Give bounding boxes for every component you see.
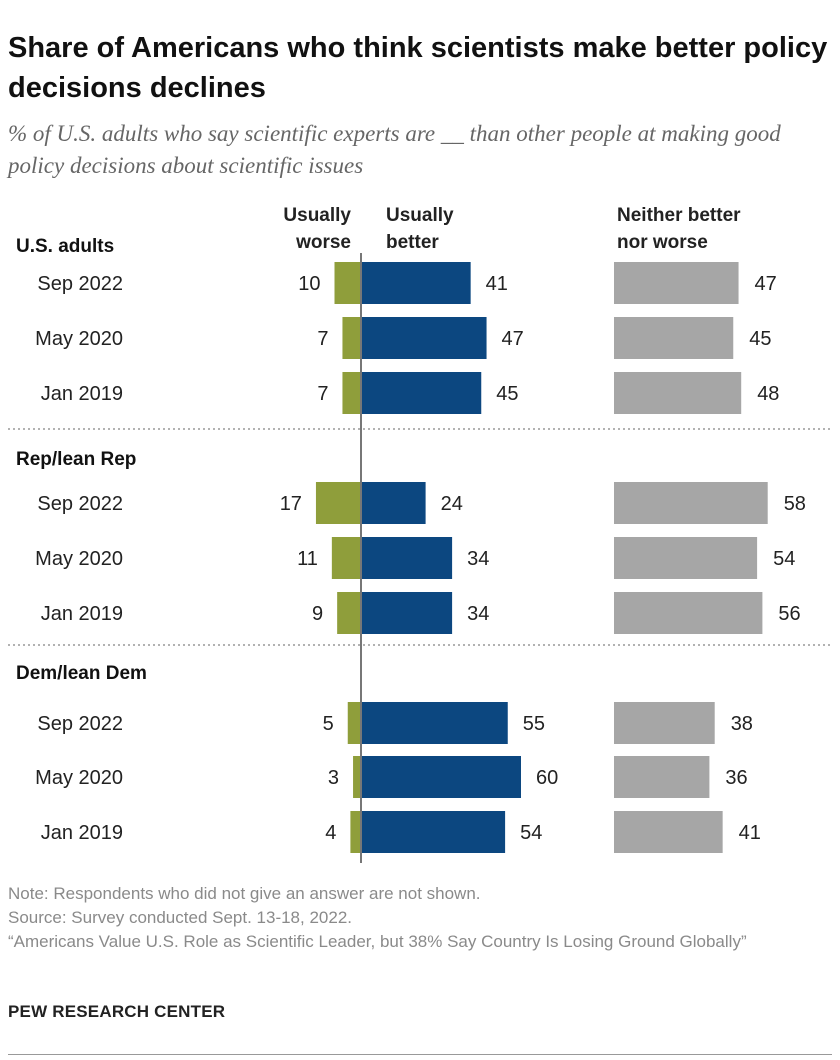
bar-better (362, 756, 521, 798)
bar-worse (350, 811, 361, 853)
value-label-better: 45 (496, 383, 518, 405)
value-label-neither: 36 (725, 767, 747, 789)
value-label-better: 47 (502, 328, 524, 350)
group-title: Rep/lean Rep (16, 449, 136, 470)
value-label-worse: 5 (323, 713, 334, 735)
report-title: “Americans Value U.S. Role as Scientific… (8, 932, 747, 951)
bar-better (362, 482, 426, 524)
row-label: Jan 2019 (41, 603, 123, 625)
value-label-better: 60 (536, 767, 558, 789)
chart-title: Share of Americans who think scientists … (8, 32, 828, 104)
chart-subtitle: % of U.S. adults who say scientific expe… (8, 121, 781, 178)
value-label-worse: 4 (325, 822, 336, 844)
bottom-divider (8, 1054, 832, 1055)
bar-worse (315, 482, 361, 524)
value-label-neither: 56 (778, 603, 800, 625)
row-label: Jan 2019 (41, 822, 123, 844)
row-label: Sep 2022 (37, 493, 123, 515)
value-label-worse: 7 (317, 328, 328, 350)
bar-better (362, 537, 453, 579)
note-text: Note: Respondents who did not give an an… (8, 884, 481, 903)
value-label-worse: 11 (297, 548, 318, 570)
bar-better (362, 811, 506, 853)
bar-neither (614, 262, 739, 304)
bar-better (362, 372, 482, 414)
bar-better (362, 592, 453, 634)
value-label-worse: 9 (312, 603, 323, 625)
value-label-neither: 41 (739, 822, 761, 844)
bar-neither (614, 372, 742, 414)
row-label: May 2020 (35, 328, 123, 350)
row-label: May 2020 (35, 548, 123, 570)
value-label-better: 41 (486, 273, 508, 295)
value-label-neither: 54 (773, 548, 795, 570)
value-label-neither: 47 (755, 273, 777, 295)
brand-logo-text: PEW RESEARCH CENTER (8, 1002, 226, 1021)
bar-worse (353, 756, 361, 798)
row-label: Jan 2019 (41, 383, 123, 405)
value-label-better: 24 (441, 493, 463, 515)
bar-worse (331, 537, 361, 579)
bar-better (362, 317, 487, 359)
bar-better (362, 262, 471, 304)
value-label-neither: 48 (757, 383, 779, 405)
source-text: Source: Survey conducted Sept. 13-18, 20… (8, 908, 353, 927)
bar-neither (614, 317, 734, 359)
bar-neither (614, 702, 715, 744)
value-label-neither: 58 (784, 493, 806, 515)
header-neither: Neither better nor worse (617, 205, 741, 253)
value-label-worse: 7 (317, 383, 328, 405)
value-label-neither: 38 (731, 713, 753, 735)
bar-better (362, 702, 508, 744)
value-label-better: 34 (467, 548, 489, 570)
value-label-better: 55 (523, 713, 545, 735)
bar-worse (337, 592, 361, 634)
bar-neither (614, 811, 723, 853)
value-label-neither: 45 (749, 328, 771, 350)
bar-neither (614, 482, 768, 524)
bar-worse (342, 317, 361, 359)
group-title: Dem/lean Dem (16, 663, 147, 684)
value-label-worse: 10 (298, 273, 320, 295)
value-label-worse: 3 (328, 767, 339, 789)
bar-worse (347, 702, 361, 744)
footnotes: Note: Respondents who did not give an an… (8, 882, 828, 954)
group-title: U.S. adults (16, 236, 114, 257)
row-label: Sep 2022 (37, 713, 123, 735)
bar-neither (614, 592, 763, 634)
bar-worse (334, 262, 361, 304)
header-usually-worse: Usually worse (283, 205, 351, 253)
diverging-bar-chart: Usually worse Usually better Neither better n… (8, 205, 830, 863)
value-label-better: 54 (520, 822, 542, 844)
value-label-better: 34 (467, 603, 489, 625)
bar-neither (614, 756, 710, 798)
header-usually-better: Usually better (386, 205, 454, 253)
value-label-worse: 17 (280, 493, 302, 515)
row-label: May 2020 (35, 767, 123, 789)
bar-neither (614, 537, 758, 579)
bar-worse (342, 372, 361, 414)
row-label: Sep 2022 (37, 273, 123, 295)
